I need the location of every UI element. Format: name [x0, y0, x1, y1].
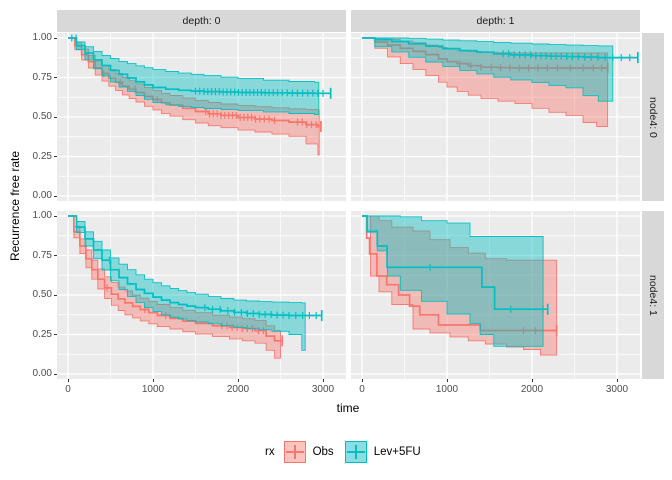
y-axis-tick-label: 0.50 — [32, 289, 52, 300]
facet-panel-depth1-node40 — [351, 33, 640, 201]
y-axis-tick-mark — [54, 373, 57, 375]
legend-key-lev5fu-swatch — [344, 441, 367, 463]
y-axis-tick-mark — [54, 77, 57, 78]
x-axis-tick-mark — [322, 379, 324, 382]
x-axis-tick-mark — [531, 379, 533, 382]
x-axis-tick-mark — [67, 379, 69, 382]
confidence-ribbon-obs — [68, 215, 281, 359]
survival-line-lev5fu — [362, 37, 638, 59]
facet-strip-node4-0: node4: 0 — [642, 33, 664, 201]
x-axis-tick-label: 3000 — [605, 384, 629, 395]
confidence-ribbon-obs — [362, 215, 558, 356]
confidence-ribbon-lev5fu — [68, 215, 306, 351]
x-axis-tick-label: 1000 — [141, 384, 165, 395]
y-axis-tick-label: 0.00 — [32, 190, 52, 201]
y-axis-tick-label: 0.00 — [32, 368, 52, 379]
confidence-ribbon-lev5fu — [68, 37, 320, 116]
confidence-ribbon-lev5fu — [362, 37, 614, 102]
survival-line-obs — [362, 37, 608, 69]
y-axis-tick-mark — [54, 294, 57, 296]
y-axis-tick-mark — [54, 156, 57, 157]
legend-label-obs: Obs — [312, 446, 334, 458]
facet-strip-label: depth: 0 — [182, 15, 221, 27]
legend-item-obs: Obs — [283, 441, 334, 463]
x-axis-tick-label: 0 — [359, 384, 365, 395]
survival-line-lev5fu — [68, 215, 322, 317]
facet-strip-depth-0: depth: 0 — [57, 10, 346, 32]
x-axis-tick-label: 0 — [65, 384, 71, 395]
y-axis-tick-mark — [54, 37, 57, 39]
facet-strip-label: node4: 1 — [647, 274, 659, 316]
y-axis-tick-mark — [54, 215, 57, 217]
survival-line-obs — [362, 215, 557, 332]
x-axis-tick-mark — [237, 379, 239, 382]
facet-panel-depth1-node41 — [351, 211, 640, 379]
censor-tick-glyph — [293, 445, 296, 459]
facet-strip-label: depth: 1 — [476, 15, 515, 27]
x-axis-tick-label: 1000 — [435, 384, 459, 395]
y-axis-tick-label: 0.50 — [32, 111, 52, 122]
x-axis-tick-mark — [616, 379, 618, 382]
x-axis-tick-label: 2000 — [520, 384, 544, 395]
legend-item-lev5fu: Lev+5FU — [344, 441, 421, 463]
y-axis-tick-mark — [54, 334, 57, 335]
x-axis-tick-label: 3000 — [311, 384, 335, 395]
facet-strip-label: node4: 0 — [647, 96, 659, 138]
x-axis-tick-label: 2000 — [226, 384, 250, 395]
legend: rx Obs Lev+5FU — [265, 441, 432, 463]
x-axis-tick-mark — [152, 379, 154, 382]
y-axis-tick-mark — [54, 195, 57, 197]
legend-title: rx — [265, 446, 275, 458]
legend-key-obs-swatch — [283, 441, 306, 463]
y-axis-tick-label: 1.00 — [32, 210, 52, 221]
confidence-ribbon-obs — [68, 37, 320, 156]
y-axis-tick-label: 0.75 — [32, 249, 52, 261]
confidence-ribbon-obs — [362, 37, 609, 127]
y-axis-title: Recurrence free rate — [8, 150, 22, 262]
facet-panel-depth0-node41 — [57, 211, 346, 379]
legend-label-lev5fu: Lev+5FU — [373, 446, 421, 458]
x-axis-title: time — [336, 401, 360, 415]
y-axis-tick-mark — [54, 255, 57, 256]
facet-strip-node4-1: node4: 1 — [642, 211, 664, 379]
y-axis-tick-mark — [54, 116, 57, 118]
y-axis-tick-label: 1.00 — [32, 32, 52, 43]
x-axis-tick-mark — [361, 379, 363, 382]
y-axis-tick-label: 0.75 — [32, 71, 52, 83]
facet-strip-depth-1: depth: 1 — [351, 10, 640, 32]
survival-line-lev5fu — [362, 215, 548, 311]
x-axis-tick-mark — [446, 379, 448, 382]
survival-line-lev5fu — [68, 37, 331, 95]
censor-tick-glyph — [354, 445, 357, 459]
facet-panel-depth0-node40 — [57, 33, 346, 201]
y-axis-tick-label: 0.25 — [32, 328, 52, 340]
y-axis-tick-label: 0.25 — [32, 150, 52, 162]
